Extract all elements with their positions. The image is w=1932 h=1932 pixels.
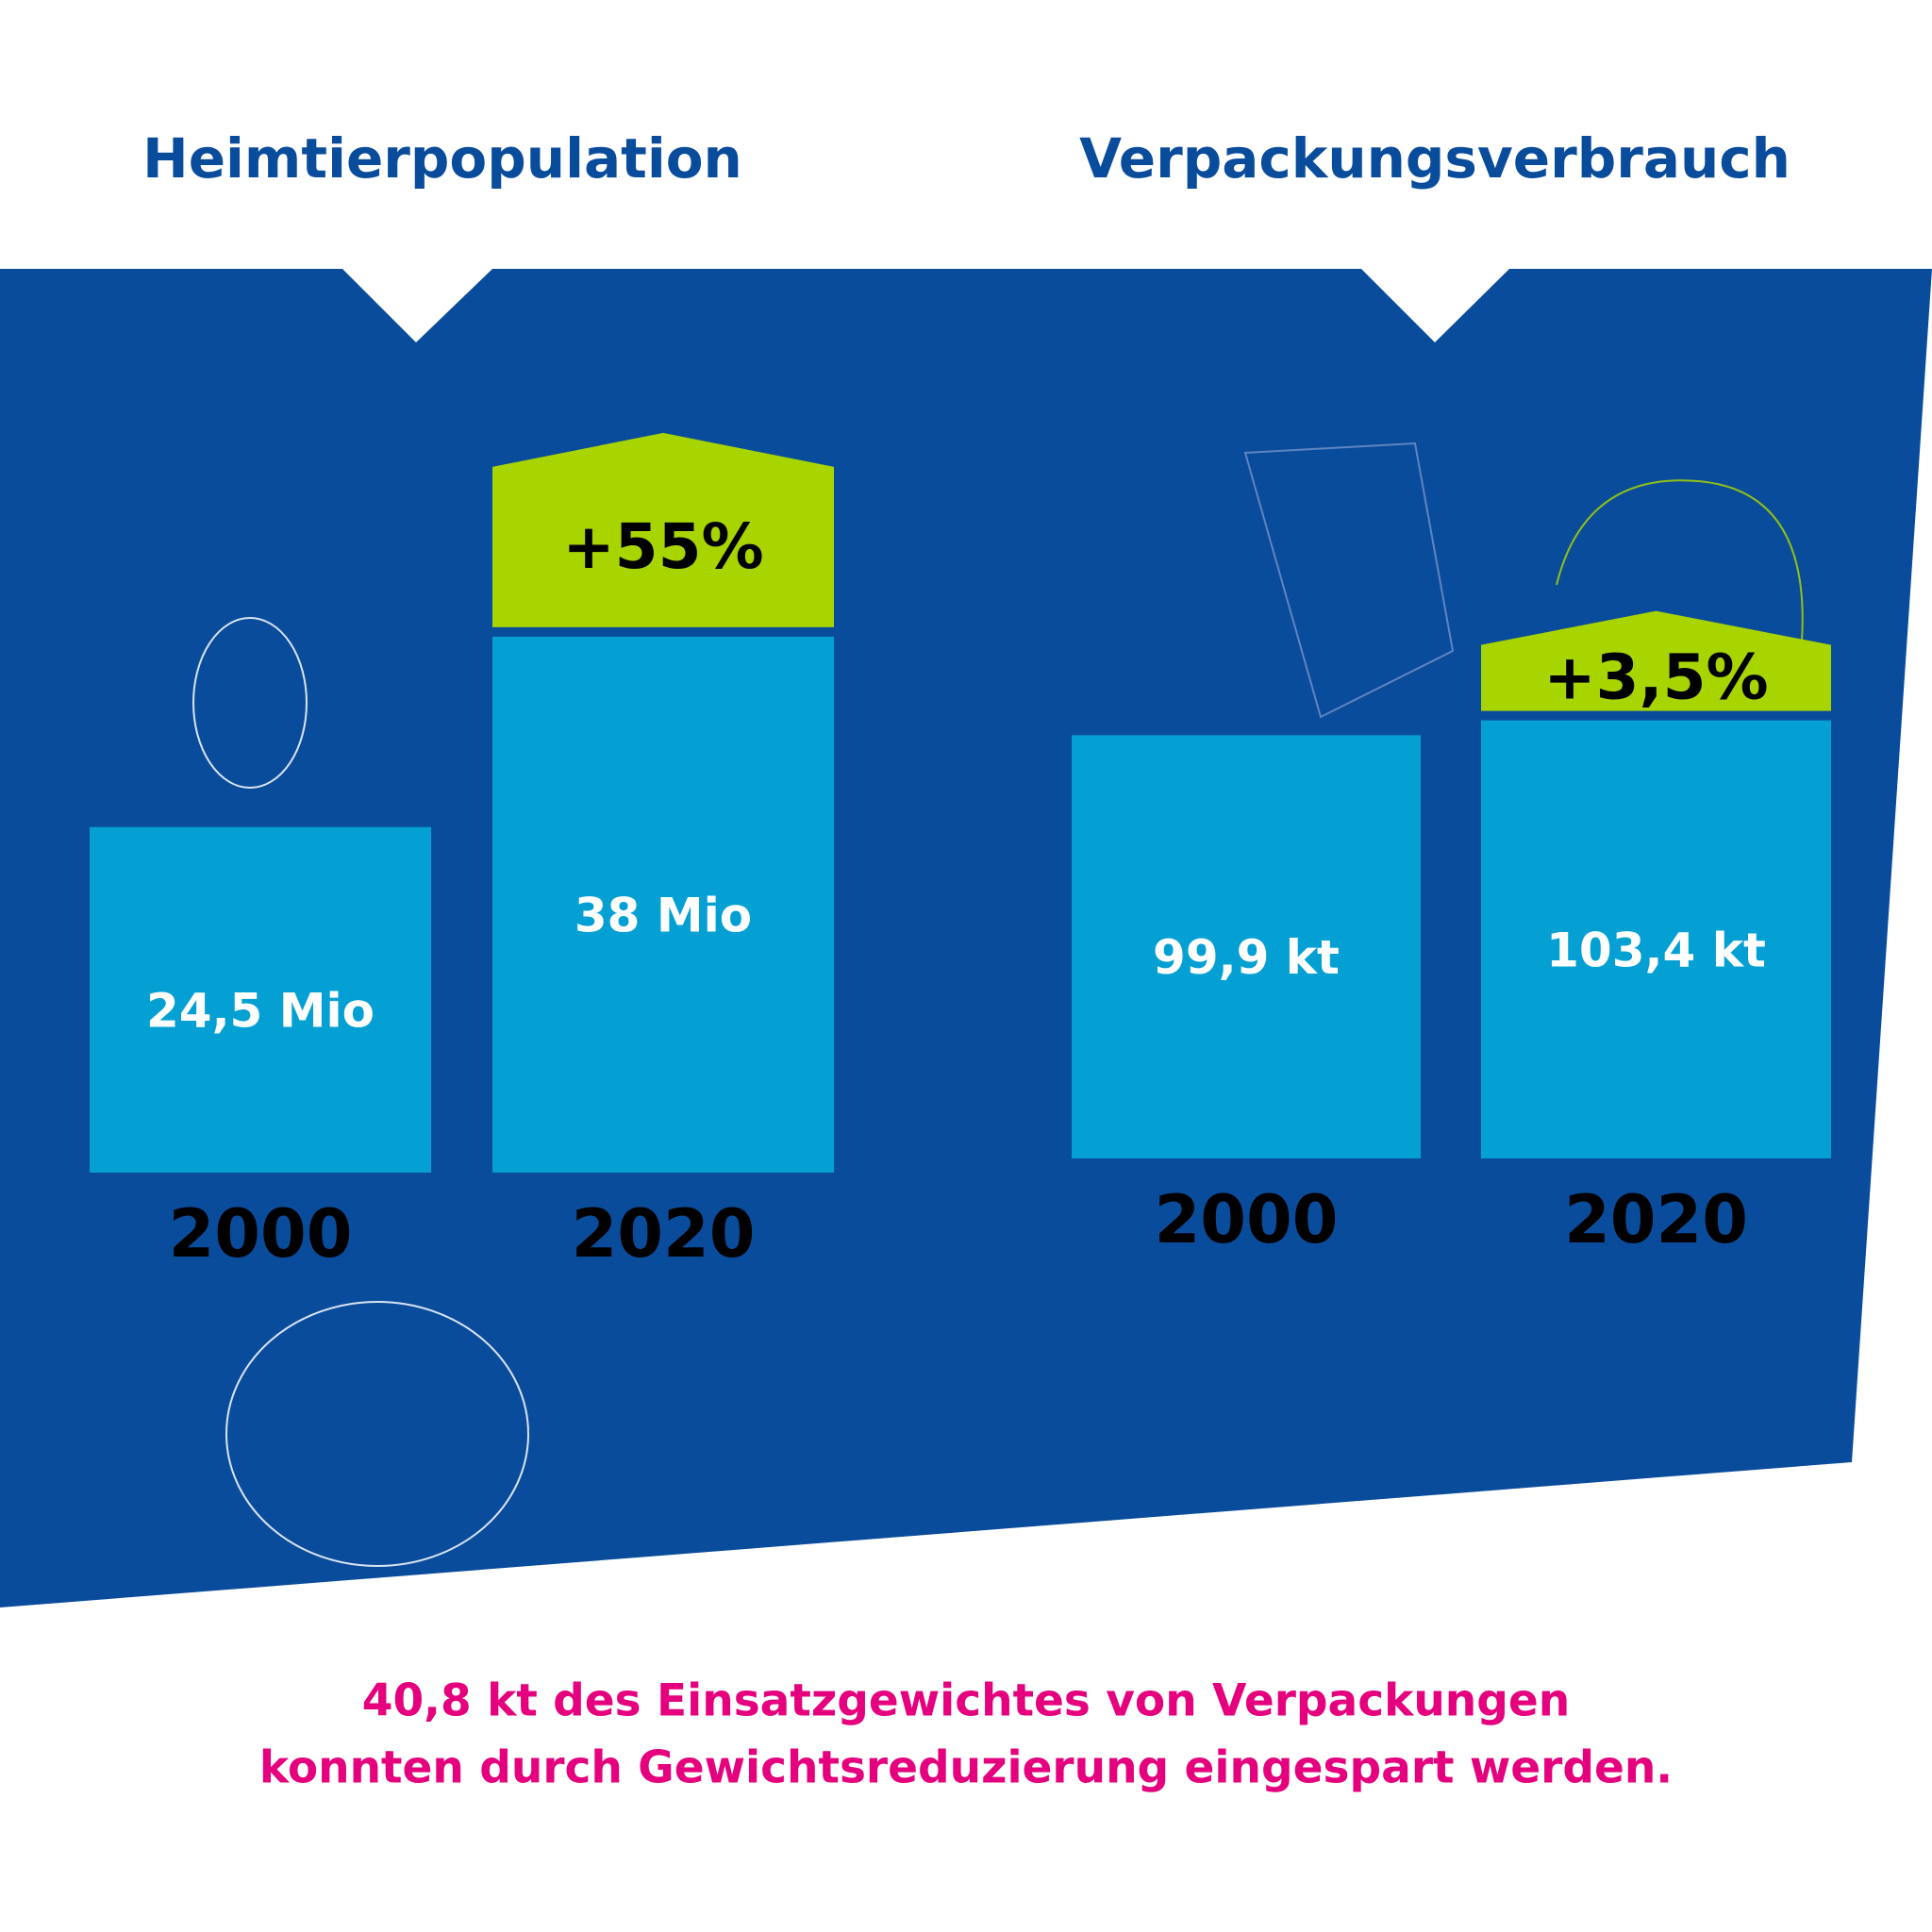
annotation: +3,5% (1543, 641, 1768, 714)
panel (0, 269, 1932, 1607)
bar (492, 636, 834, 1173)
annotation-box (492, 432, 834, 627)
value-label: 99,9 kt (1153, 930, 1340, 985)
chart-title: Verpackungsverbrauch (1079, 126, 1790, 191)
decoration (192, 441, 1804, 1567)
category-label: 2020 (572, 1195, 756, 1273)
category-label: 2020 (1564, 1181, 1748, 1258)
footer-line: 40,8 kt des Einsatzgewichtes von Verpack… (362, 1675, 1571, 1727)
value-label: 24,5 Mio (146, 983, 375, 1038)
bar (1481, 720, 1831, 1158)
chart-title: Heimtierpopulation (142, 126, 742, 191)
category-label: 2000 (1155, 1181, 1339, 1258)
footer-line: konnten durch Gewichtsreduzierung einges… (259, 1742, 1673, 1794)
annotation: +55% (562, 510, 763, 583)
bar (90, 826, 431, 1173)
category-label: 2000 (169, 1195, 353, 1273)
value-label: 38 Mio (575, 888, 752, 942)
annotation-box (1481, 610, 1831, 711)
bar (1072, 735, 1421, 1158)
value-label: 103,4 kt (1546, 923, 1766, 977)
